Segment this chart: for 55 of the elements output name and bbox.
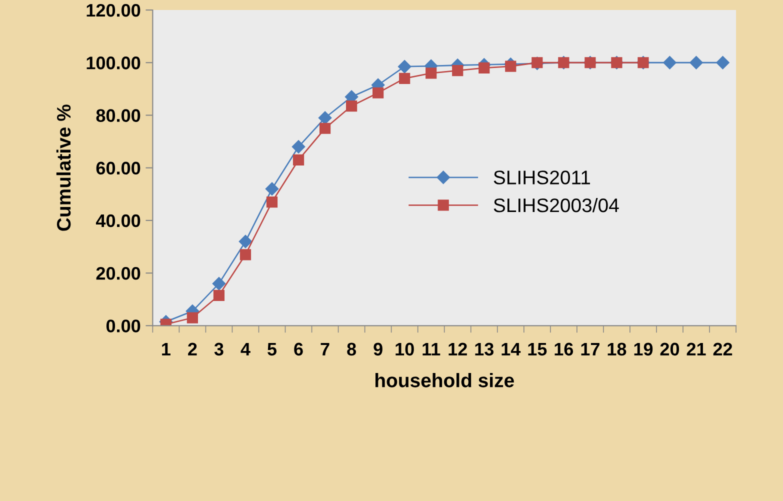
point [240, 249, 252, 260]
x-tick-label: 18 [608, 342, 626, 356]
x-tick-label: 5 [268, 342, 277, 356]
x-tick-label: 9 [374, 342, 382, 356]
y-tick-label: 120.00 [86, 4, 140, 17]
legend-label: SLIHS2011 [494, 170, 590, 184]
point [426, 68, 437, 79]
y-tick-label: 0.00 [106, 320, 140, 332]
point [186, 312, 198, 324]
x-tick-label: 1 [162, 342, 170, 356]
x-tick-label: 22 [713, 342, 732, 356]
y-tick-label: 60.00 [96, 162, 140, 175]
point [452, 64, 464, 76]
point [212, 276, 226, 290]
point [292, 140, 306, 154]
x-tick-label: 8 [347, 342, 356, 356]
x-axis-title: household size [375, 373, 514, 388]
point [318, 111, 332, 124]
x-tick-label: 4 [240, 342, 250, 356]
x-tick-label: 2 [188, 342, 197, 356]
x-tick-label: 14 [502, 342, 521, 356]
x-tick-label: 11 [422, 342, 440, 356]
y-axis-title: Cumulative % [56, 104, 71, 231]
x-tick-label: 6 [294, 342, 303, 356]
y-tick-label: 80.00 [96, 109, 140, 122]
point [716, 56, 730, 70]
x-tick-label: 20 [660, 342, 680, 356]
point [505, 60, 516, 72]
point [319, 122, 331, 134]
point [346, 100, 358, 112]
x-tick-label: 21 [686, 342, 706, 356]
point [478, 62, 490, 74]
point [663, 56, 676, 70]
x-tick-label: 7 [320, 342, 330, 356]
point [690, 56, 703, 70]
point [266, 196, 278, 208]
point [372, 87, 384, 98]
y-tick-label: 20.00 [96, 266, 140, 280]
point [398, 60, 412, 74]
x-tick-label: 13 [475, 342, 494, 356]
x-tick-label: 17 [581, 342, 600, 356]
y-tick-label: 100.00 [86, 56, 140, 70]
x-tick-label: 16 [554, 342, 574, 356]
legend-label: SLIHS2003/04 [494, 198, 619, 212]
point [238, 234, 252, 248]
point [213, 290, 225, 301]
point [265, 182, 279, 196]
x-tick-label: 19 [634, 342, 653, 356]
x-tick-label: 3 [214, 342, 224, 356]
point [399, 72, 410, 84]
x-tick-label: 10 [396, 342, 414, 356]
y-tick-label: 40.00 [96, 214, 140, 228]
x-tick-label: 15 [528, 342, 547, 356]
point [292, 154, 304, 166]
x-tick-label: 12 [448, 342, 467, 356]
